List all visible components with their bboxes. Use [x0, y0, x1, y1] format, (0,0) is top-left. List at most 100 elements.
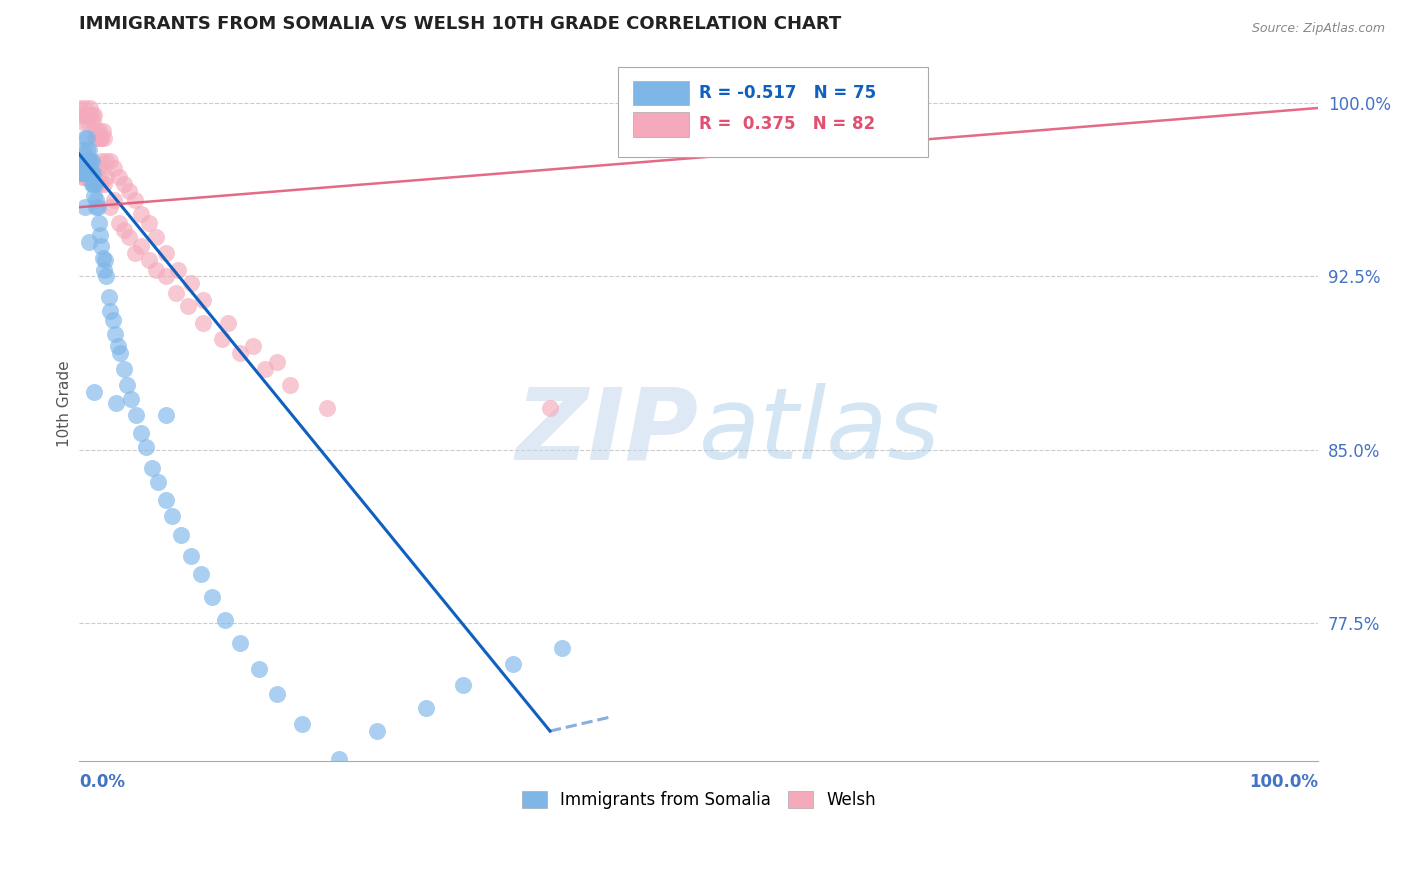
Point [90, 239, 112, 253]
Point [103, 161, 125, 175]
Point [82, 165, 104, 179]
Point [80, 108, 103, 122]
Point [70, 165, 93, 179]
Point [75, 161, 97, 175]
Point [75, 147, 97, 161]
Legend: Immigrants from Somalia, Welsh: Immigrants from Somalia, Welsh [513, 782, 884, 817]
Point [118, 184, 141, 198]
FancyBboxPatch shape [633, 80, 689, 105]
Point [79, 101, 101, 115]
Point [73, 170, 96, 185]
Point [129, 207, 152, 221]
Point [155, 246, 177, 260]
Point [278, 378, 301, 392]
Point [84, 170, 107, 185]
Point [253, 361, 276, 376]
Point [98, 304, 121, 318]
Point [266, 355, 288, 369]
Point [70, 108, 93, 122]
Point [76, 108, 98, 122]
Point [118, 230, 141, 244]
Point [107, 216, 129, 230]
Point [80, 154, 103, 169]
Point [242, 339, 264, 353]
Point [89, 131, 111, 145]
Point [316, 401, 339, 415]
Point [91, 124, 114, 138]
Point [125, 408, 148, 422]
Text: ZIP: ZIP [516, 384, 699, 481]
Point [76, 154, 98, 169]
Point [76, 170, 98, 185]
Point [83, 188, 105, 202]
Point [148, 475, 170, 489]
Point [82, 177, 104, 191]
Point [77, 235, 100, 249]
Point [69, 101, 91, 115]
Point [86, 194, 108, 208]
Point [75, 165, 97, 179]
Point [155, 269, 177, 284]
Point [70, 161, 93, 175]
Point [124, 194, 146, 208]
Point [170, 528, 193, 542]
Point [135, 440, 157, 454]
Point [75, 101, 97, 115]
Point [72, 154, 94, 169]
Point [86, 200, 108, 214]
Point [83, 384, 105, 399]
Point [72, 143, 94, 157]
Point [93, 177, 115, 191]
Point [80, 170, 103, 185]
Point [502, 657, 524, 672]
Point [112, 223, 135, 237]
Point [86, 124, 108, 138]
Point [155, 493, 177, 508]
Point [180, 277, 202, 291]
Point [145, 230, 167, 244]
Point [79, 154, 101, 169]
Point [90, 154, 112, 169]
Point [129, 239, 152, 253]
Point [72, 154, 94, 169]
Point [103, 194, 125, 208]
Point [217, 316, 239, 330]
Point [96, 269, 118, 284]
Point [84, 131, 107, 145]
Point [86, 161, 108, 175]
Point [93, 262, 115, 277]
Point [229, 345, 252, 359]
Point [214, 613, 236, 627]
Point [69, 165, 91, 179]
Point [80, 177, 103, 191]
Point [76, 165, 98, 179]
Point [86, 131, 108, 145]
Point [167, 262, 190, 277]
Text: 100.0%: 100.0% [1250, 772, 1319, 790]
Point [87, 216, 110, 230]
Point [82, 161, 104, 175]
Point [69, 154, 91, 169]
Point [98, 200, 121, 214]
Point [76, 154, 98, 169]
Point [229, 636, 252, 650]
Point [112, 177, 135, 191]
Point [80, 165, 103, 179]
Point [76, 143, 98, 157]
Point [538, 401, 561, 415]
Point [366, 724, 388, 739]
Point [87, 170, 110, 185]
Point [84, 177, 107, 191]
Point [72, 165, 94, 179]
Point [138, 216, 160, 230]
Point [451, 678, 474, 692]
Point [73, 163, 96, 178]
Point [91, 251, 114, 265]
Point [108, 345, 131, 359]
Point [73, 154, 96, 169]
Point [83, 177, 105, 191]
Text: R = -0.517   N = 75: R = -0.517 N = 75 [699, 84, 876, 102]
Point [77, 161, 100, 175]
Point [76, 165, 98, 179]
Point [76, 154, 98, 169]
